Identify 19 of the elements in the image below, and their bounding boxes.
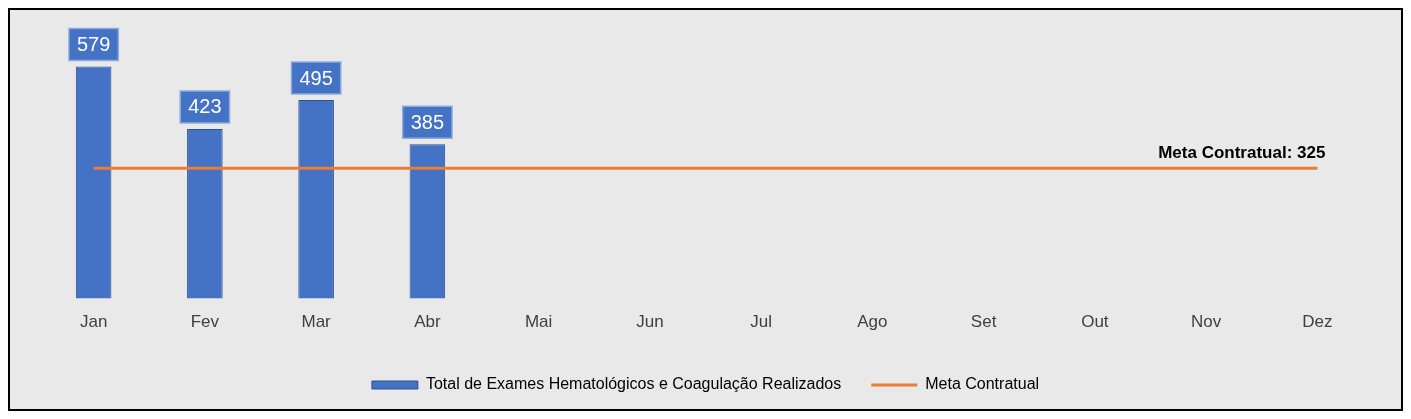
x-tick-label: Ago [857,312,888,332]
x-tick-label: Jul [750,312,772,332]
data-label: 385 [410,110,445,133]
x-tick-label: Abr [414,312,441,332]
annotation: Meta Contratual: 325 [1158,143,1326,163]
legend-label: Meta Contratual [925,375,1040,393]
x-tick-label: Nov [1191,312,1222,332]
x-tick-label: Set [970,312,997,332]
data-label: 579 [76,32,111,55]
x-tick-label: Jan [79,312,108,332]
x-tick-label: Mai [524,312,553,332]
x-tick-label: Out [1081,312,1109,332]
x-tick-label: Fev [190,312,220,332]
data-label: 423 [188,95,222,118]
legend-label: Total de Exames Hematológicos e Coagulação Realizados [425,375,842,393]
x-tick-label: Dez [1302,312,1333,332]
data-label: 495 [299,66,333,89]
x-tick-label: Mar [301,312,332,332]
x-tick-label: Jun [636,312,664,332]
